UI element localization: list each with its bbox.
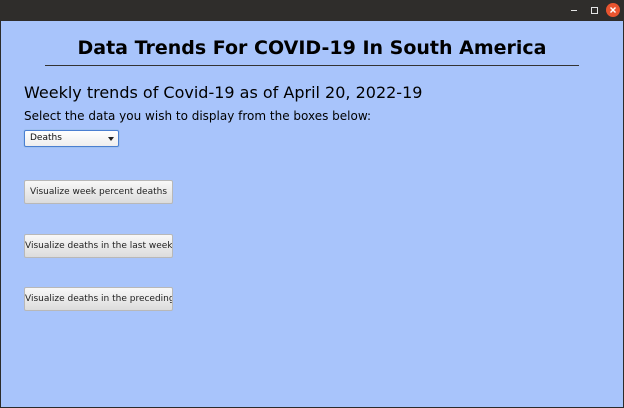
page-title: Data Trends For COVID-19 In South Americ… bbox=[77, 37, 547, 59]
title-bar bbox=[0, 0, 624, 21]
minimize-icon[interactable] bbox=[567, 3, 581, 17]
visualize-week-percent-deaths-button[interactable]: Visualize week percent deaths bbox=[24, 180, 173, 204]
instruction-text: Select the data you wish to display from… bbox=[24, 109, 372, 123]
chevron-down-icon bbox=[108, 137, 114, 141]
data-type-select-value: Deaths bbox=[30, 133, 62, 143]
maximize-icon[interactable] bbox=[587, 3, 601, 17]
close-icon[interactable] bbox=[606, 3, 620, 17]
subtitle: Weekly trends of Covid-19 as of April 20… bbox=[24, 83, 423, 102]
data-type-select[interactable]: Deaths bbox=[24, 130, 119, 147]
content-panel: Data Trends For COVID-19 In South Americ… bbox=[1, 21, 623, 407]
title-divider bbox=[45, 65, 579, 66]
visualize-deaths-last-week-button[interactable]: Visualize deaths in the last week bbox=[24, 234, 173, 258]
visualize-deaths-preceding-button[interactable]: Visualize deaths in the preceding... bbox=[24, 287, 173, 311]
